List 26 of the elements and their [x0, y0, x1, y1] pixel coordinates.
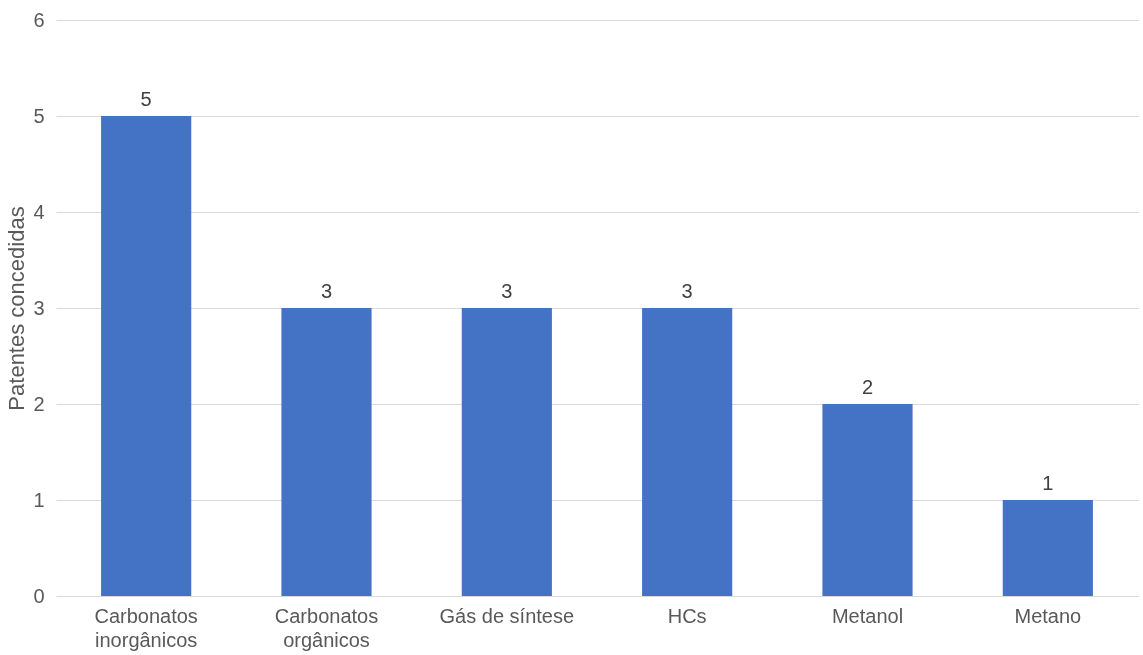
y-tick-label: 1: [33, 488, 45, 511]
data-label: 3: [501, 280, 513, 302]
data-label: 3: [320, 280, 333, 302]
bar: [101, 116, 192, 596]
data-label: 3: [681, 280, 693, 302]
x-tick-label: Carbonatos orgânicos: [274, 604, 379, 651]
x-tick-label: HCs: [667, 604, 707, 627]
y-tick-label: 0: [33, 584, 45, 607]
bar: [1002, 500, 1093, 596]
data-label: 2: [861, 376, 874, 398]
y-tick-label: 4: [33, 200, 45, 223]
bar: [281, 308, 372, 596]
bar: [461, 308, 552, 596]
y-tick-label: 2: [33, 392, 45, 415]
bar: [822, 404, 913, 596]
y-axis-title: Patentes concedidas: [4, 206, 30, 411]
data-label: 1: [1042, 472, 1054, 494]
x-tick-label: Metanol: [831, 604, 904, 627]
bar: [642, 308, 733, 596]
data-label: 5: [140, 88, 152, 110]
y-tick-label: 6: [33, 8, 45, 31]
x-tick-label: Metano: [1014, 604, 1082, 627]
y-tick-label: 5: [33, 104, 45, 127]
y-tick-label: 3: [33, 296, 45, 319]
x-tick-label: Carbonatos inorgânicos: [94, 604, 198, 651]
x-tick-label: Gás de síntese: [439, 604, 575, 627]
